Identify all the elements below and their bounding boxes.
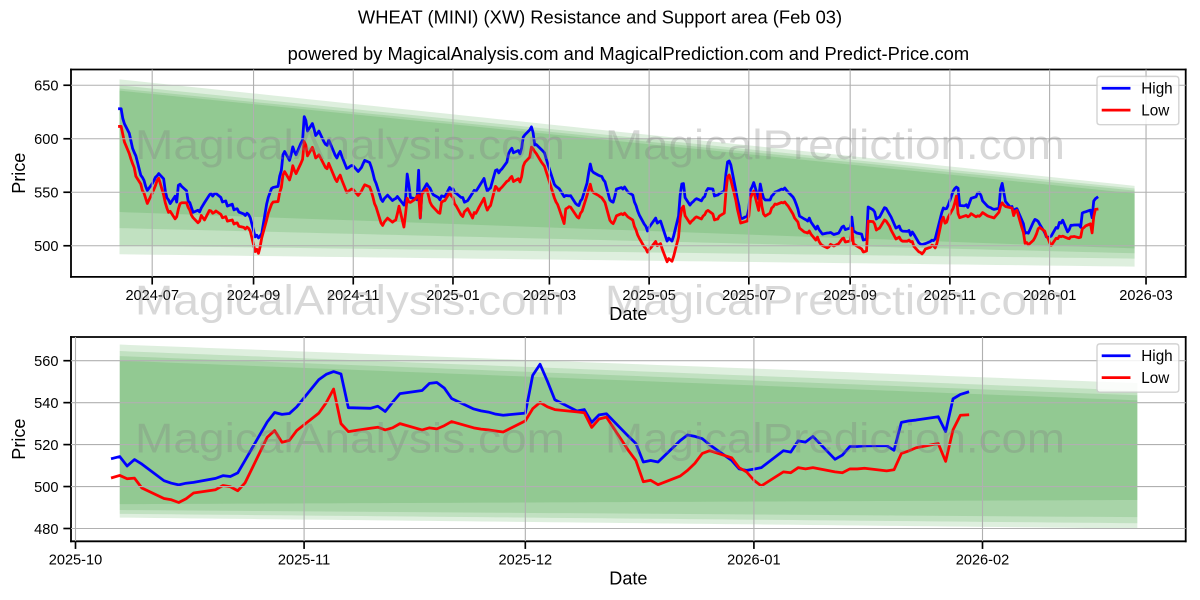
svg-text:2026-01: 2026-01 <box>727 552 781 568</box>
svg-text:2025-11: 2025-11 <box>924 288 976 304</box>
svg-text:500: 500 <box>34 480 58 496</box>
svg-text:High: High <box>1141 81 1172 98</box>
svg-text:600: 600 <box>34 132 58 148</box>
svg-text:2025-10: 2025-10 <box>49 552 103 568</box>
svg-text:Price: Price <box>9 153 29 194</box>
svg-text:540: 540 <box>34 396 58 412</box>
svg-text:2025-09: 2025-09 <box>823 288 877 304</box>
svg-text:WHEAT (MINI) (XW) Resistance a: WHEAT (MINI) (XW) Resistance and Support… <box>358 7 842 28</box>
svg-text:Low: Low <box>1141 370 1170 387</box>
svg-text:MagicalAnalysis.com: MagicalAnalysis.com <box>135 121 565 168</box>
svg-text:Low: Low <box>1141 102 1170 119</box>
svg-text:2025-03: 2025-03 <box>523 288 577 304</box>
svg-text:MagicalAnalysis.com: MagicalAnalysis.com <box>135 414 565 461</box>
svg-text:2026-01: 2026-01 <box>1023 288 1077 304</box>
svg-text:MagicalPrediction.com: MagicalPrediction.com <box>605 121 1065 168</box>
svg-text:2025-07: 2025-07 <box>722 288 776 304</box>
svg-text:Date: Date <box>609 569 647 589</box>
svg-text:2026-02: 2026-02 <box>956 552 1010 568</box>
svg-text:2024-09: 2024-09 <box>227 288 281 304</box>
svg-text:520: 520 <box>34 438 58 454</box>
svg-text:High: High <box>1141 348 1172 365</box>
svg-text:Date: Date <box>609 304 647 324</box>
svg-text:2025-01: 2025-01 <box>426 288 480 304</box>
svg-text:Price: Price <box>9 419 29 460</box>
svg-text:2026-03: 2026-03 <box>1119 288 1173 304</box>
svg-text:2024-11: 2024-11 <box>327 288 379 304</box>
svg-text:powered by MagicalAnalysis.com: powered by MagicalAnalysis.com and Magic… <box>288 43 970 64</box>
svg-text:MagicalPrediction.com: MagicalPrediction.com <box>605 276 1065 323</box>
svg-text:MagicalAnalysis.com: MagicalAnalysis.com <box>135 276 565 323</box>
svg-text:2025-11: 2025-11 <box>278 552 330 568</box>
svg-text:2025-05: 2025-05 <box>622 288 676 304</box>
svg-text:650: 650 <box>34 79 58 95</box>
svg-text:2025-12: 2025-12 <box>499 552 553 568</box>
svg-text:500: 500 <box>34 239 58 255</box>
svg-text:480: 480 <box>34 522 58 538</box>
svg-text:560: 560 <box>34 354 58 370</box>
svg-text:MagicalPrediction.com: MagicalPrediction.com <box>605 414 1065 461</box>
svg-text:2024-07: 2024-07 <box>125 288 179 304</box>
svg-text:550: 550 <box>34 186 58 202</box>
